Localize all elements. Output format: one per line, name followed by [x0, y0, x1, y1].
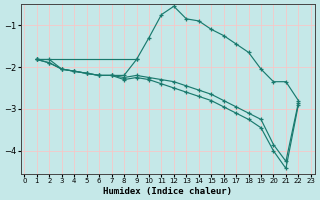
X-axis label: Humidex (Indice chaleur): Humidex (Indice chaleur) — [103, 187, 232, 196]
